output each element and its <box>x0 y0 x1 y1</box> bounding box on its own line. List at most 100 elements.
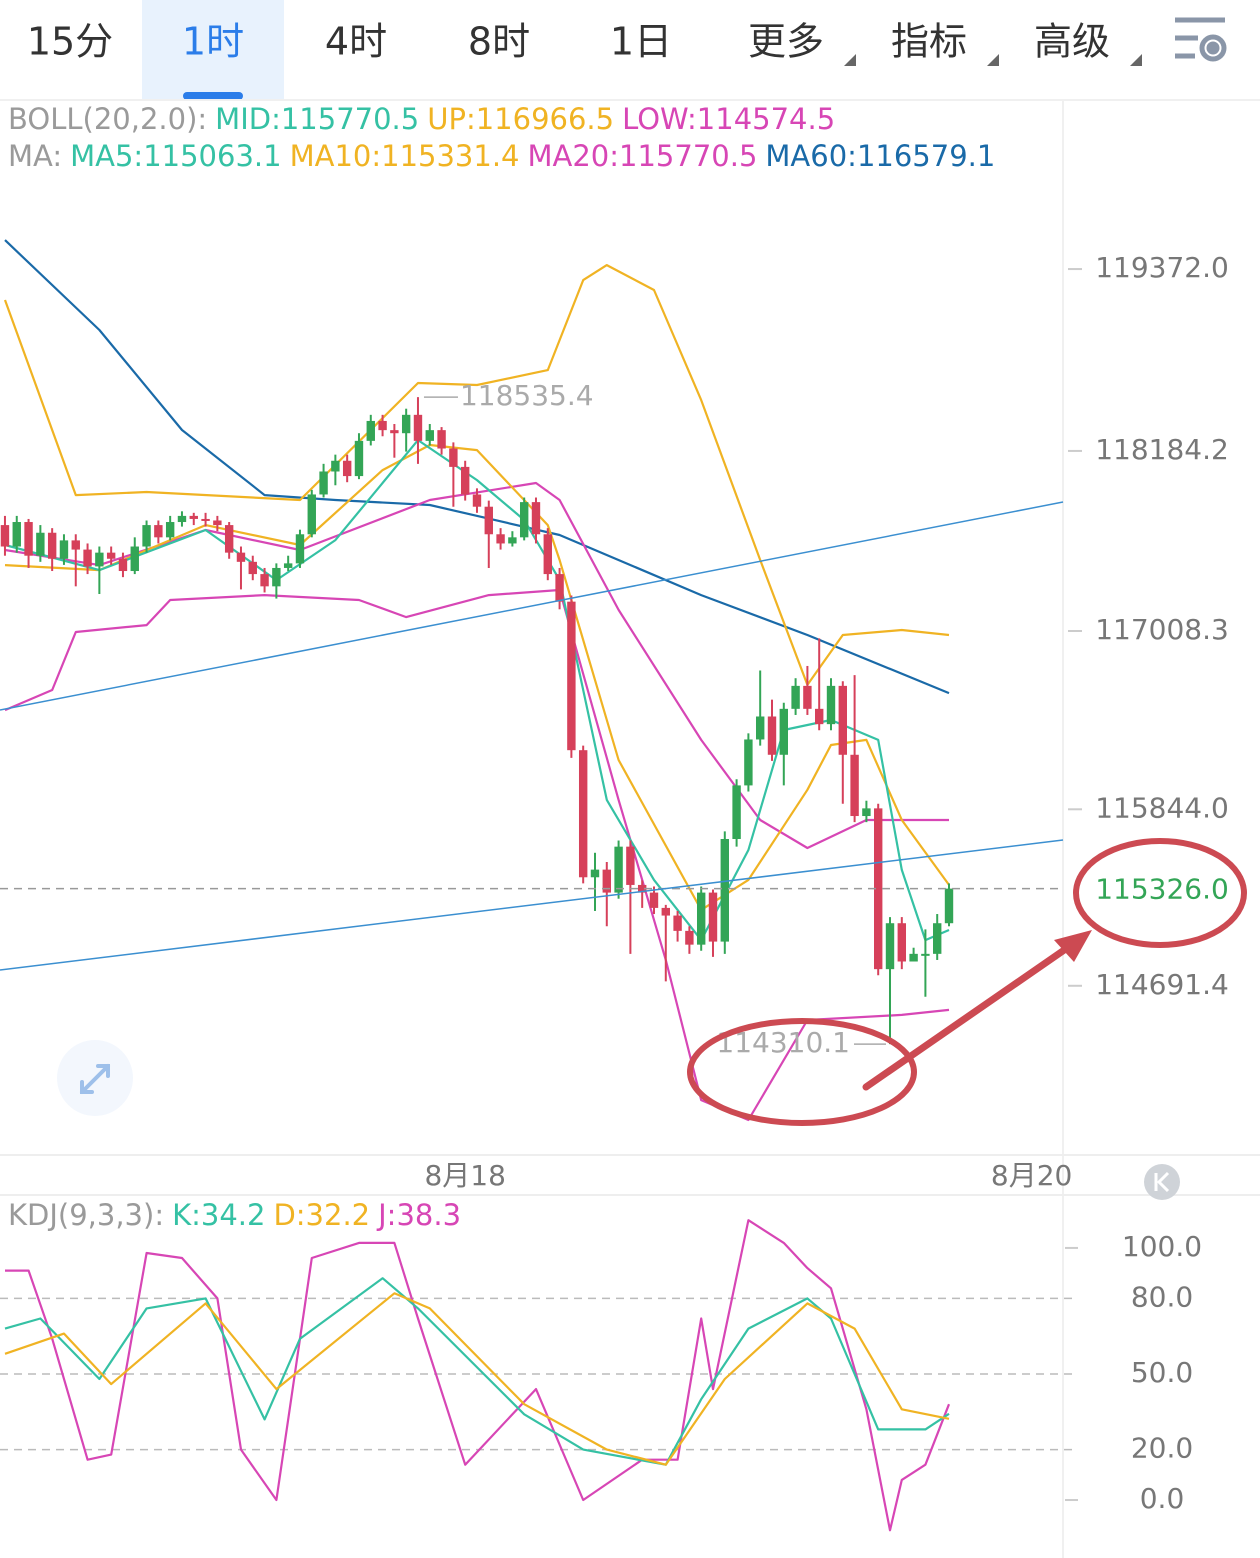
y-tick-label: 80.0 <box>1131 1280 1193 1313</box>
tab[interactable]: 8时 <box>468 20 530 64</box>
candle-body <box>449 448 458 467</box>
candle-body <box>130 546 139 572</box>
candle-body <box>602 869 611 893</box>
tab[interactable]: 15分 <box>27 20 113 64</box>
y-tick-label: 100.0 <box>1122 1230 1202 1263</box>
y-tick-label: 0.0 <box>1140 1482 1185 1515</box>
indicator-line <box>4 1277 950 1466</box>
candle-body <box>673 915 682 931</box>
candle-body <box>413 414 423 441</box>
candle-body <box>484 506 493 535</box>
candle-body <box>59 540 69 559</box>
legend-item: MA: <box>8 139 62 173</box>
legend-item: MA60:116579.1 <box>765 139 995 173</box>
x-tick-label: 8月18 <box>424 1159 505 1192</box>
settings-icon[interactable] <box>1175 17 1227 62</box>
last-price-label: 115326.0 <box>1095 873 1229 906</box>
legend-item: MID:115770.5 <box>215 102 419 136</box>
legend-item: MA20:115770.5 <box>528 139 758 173</box>
candle-body <box>425 430 434 441</box>
candle-body <box>720 838 729 942</box>
y-tick-label: 119372.0 <box>1095 251 1229 284</box>
candle-body <box>944 888 954 924</box>
price-panel: BOLL(20,2.0): MID:115770.5 UP:116966.5 LOW:… <box>0 102 1229 1192</box>
candle-body <box>106 552 116 559</box>
candle-body <box>165 522 175 538</box>
candle-body <box>779 708 788 755</box>
candle-body <box>12 522 21 547</box>
candle-body <box>685 930 694 945</box>
candle-body <box>378 420 387 431</box>
legend-item: J:38.3 <box>376 1198 461 1232</box>
candle-body <box>767 716 777 755</box>
candle-body <box>260 574 269 587</box>
legend-item: MA10:115331.4 <box>290 139 520 173</box>
candle-body <box>661 907 670 916</box>
tab[interactable]: 更多 <box>748 20 824 64</box>
candle-body <box>555 574 564 602</box>
candle-body <box>909 953 918 962</box>
scroll-latest-button[interactable] <box>1144 1164 1180 1200</box>
tab[interactable]: 1日 <box>610 20 672 64</box>
candle-body <box>531 502 541 535</box>
indicator-line <box>4 239 950 695</box>
candle-body <box>83 549 92 567</box>
max-price-label: 118535.4 <box>460 379 594 412</box>
dropdown-caret <box>987 54 999 66</box>
candle-body <box>390 430 399 434</box>
indicator-line <box>4 1292 950 1466</box>
candle-body <box>862 808 871 817</box>
indicator-legend: KDJ(9,3,3): K:34.2 D:32.2 J:38.3 <box>8 1198 461 1232</box>
candle-body <box>838 685 848 755</box>
candle-body <box>189 515 198 519</box>
dropdown-caret <box>844 54 856 66</box>
y-tick-label: 117008.3 <box>1095 613 1229 646</box>
indicator-line <box>3 264 950 687</box>
timeframe-tabs: 15分 1时 4时 8时 1日 更多 指标 高级 <box>27 0 1142 100</box>
y-tick-label: 20.0 <box>1131 1432 1193 1465</box>
candle-body <box>295 534 305 564</box>
annotation-circle <box>1073 838 1247 948</box>
candle-body <box>71 540 80 550</box>
legend-item: UP:116966.5 <box>427 102 614 136</box>
candle-body <box>885 923 895 970</box>
candle-body <box>142 525 151 547</box>
candle-body <box>791 685 800 709</box>
candle-body <box>508 537 517 544</box>
legend-item: K:34.2 <box>172 1198 265 1232</box>
candle-body <box>0 525 10 547</box>
indicator-line <box>4 588 950 1122</box>
candle-body <box>543 534 552 575</box>
candle-body <box>95 552 104 567</box>
candle-body <box>437 430 446 449</box>
y-tick-label: 114691.4 <box>1095 968 1229 1001</box>
annotation-circle <box>687 1018 917 1126</box>
tab[interactable]: 指标 <box>891 20 967 64</box>
candle-body <box>213 520 222 526</box>
candle-body <box>921 953 930 956</box>
candle-body <box>874 808 883 970</box>
candle-body <box>248 561 257 575</box>
trend-line <box>0 501 1064 711</box>
candle-body <box>201 518 210 521</box>
tab[interactable]: 4时 <box>325 20 387 64</box>
candle-body <box>460 466 470 495</box>
candle-body <box>154 525 163 538</box>
candle-body <box>744 739 753 786</box>
candle-body <box>649 892 659 908</box>
candle-body <box>578 750 588 878</box>
expand-button[interactable] <box>57 1040 133 1116</box>
candle-body <box>755 716 765 740</box>
tab[interactable]: 高级 <box>1034 20 1110 64</box>
candle-body <box>283 563 293 568</box>
tab[interactable]: 1时 <box>182 20 244 64</box>
candle-body <box>342 460 352 477</box>
candle-body <box>47 532 57 559</box>
legend-item: KDJ(9,3,3): <box>8 1198 164 1232</box>
candle-body <box>496 534 505 544</box>
candle-body <box>567 601 576 751</box>
candle-body <box>354 440 364 477</box>
candle-body <box>814 708 824 725</box>
candle-body <box>307 494 316 535</box>
